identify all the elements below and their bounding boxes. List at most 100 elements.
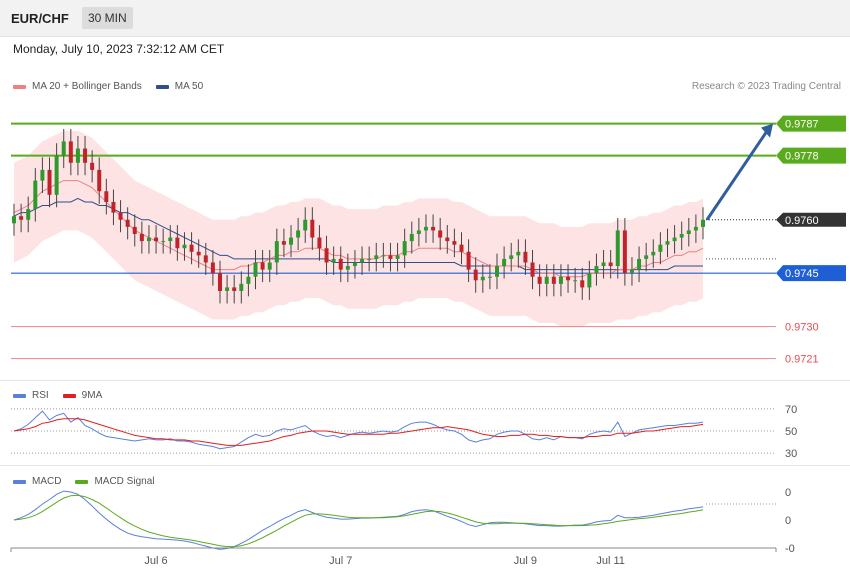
candle-body — [388, 255, 393, 259]
candle-body — [239, 283, 244, 291]
candle-body — [615, 230, 620, 267]
candle-body — [26, 209, 31, 220]
candle-body — [409, 234, 414, 242]
legend-ma20-label: MA 20 + Bollinger Bands — [32, 81, 142, 92]
pivot-tag-3 — [776, 265, 846, 282]
macd-series-0 — [13, 490, 704, 550]
rsi-chart[interactable]: 70 50 30 — [0, 380, 850, 465]
legend-swatch-rsi — [13, 393, 26, 398]
bollinger-band — [14, 130, 703, 327]
legend-rsi-label: RSI — [32, 390, 49, 401]
candle-body — [189, 244, 194, 252]
candle-body — [161, 241, 166, 243]
candle-body — [381, 255, 386, 257]
current-price-label: 0.9760 — [785, 215, 819, 227]
support-label-4: 0.9730 — [785, 322, 819, 334]
legend-9ma: 9MA — [62, 390, 103, 401]
candle-body — [509, 255, 514, 259]
candle-body — [12, 216, 16, 224]
candle-body — [68, 141, 73, 163]
candle-body — [566, 276, 571, 281]
candle-body — [267, 262, 272, 270]
candle-body — [516, 251, 521, 256]
pivot-label-3: 0.9745 — [785, 268, 819, 280]
candle-body — [40, 169, 45, 181]
candle-body — [19, 216, 24, 220]
legend-macd-label: MACD — [32, 476, 62, 487]
chart-datetime: Monday, July 10, 2023 7:32:12 AM CET — [13, 42, 225, 56]
rsi-legend: RSI 9MA — [13, 390, 116, 401]
candle-body — [47, 169, 52, 195]
candle-body — [558, 276, 563, 284]
candle-body — [146, 237, 151, 242]
resistance-tag-1 — [776, 147, 846, 164]
candle-body — [289, 237, 294, 245]
candle-body — [423, 226, 428, 231]
candle-body — [416, 230, 421, 234]
candle-body — [75, 148, 80, 163]
candle-body — [352, 262, 357, 267]
top-bar: EUR/CHF 30 MIN — [0, 0, 850, 37]
candle-body — [544, 276, 549, 284]
candle-body — [210, 262, 215, 274]
candle-body — [175, 237, 180, 249]
symbol-label: EUR/CHF — [11, 11, 69, 26]
candle-body — [601, 262, 606, 267]
candle-body — [445, 237, 450, 242]
resistance-tag-0 — [776, 115, 846, 132]
candle-body — [587, 273, 592, 288]
macd-chart[interactable]: 0 0 -0 Jul 6 Jul 7 Jul 9 Jul 11 — [0, 466, 850, 576]
candle-body — [701, 219, 705, 227]
candle-body — [324, 248, 329, 263]
legend-rsi: RSI — [13, 390, 49, 401]
candle-body — [367, 258, 372, 260]
legend-macd-signal: MACD Signal — [75, 476, 154, 487]
candle-body — [495, 266, 500, 277]
candle-body — [104, 191, 109, 202]
rsi-series-1 — [13, 418, 704, 446]
candle-body — [686, 230, 691, 234]
legend-swatch-ma50 — [155, 84, 169, 89]
candle-body — [374, 255, 379, 259]
candle-body — [132, 226, 137, 234]
candle-body — [253, 262, 258, 277]
support-label-5: 0.9721 — [785, 354, 819, 366]
rsi-tick-label-2: 30 — [785, 448, 797, 460]
credit-text: Research © 2023 Trading Central — [691, 81, 841, 92]
ma50-line — [13, 197, 703, 271]
x-tick-label-1: Jul 7 — [329, 555, 352, 567]
macd-tick-label-2: -0 — [785, 543, 795, 555]
candle-body — [459, 244, 464, 252]
candle-body — [580, 280, 585, 288]
candle-body — [196, 251, 201, 256]
price-chart[interactable]: 0.9787 0.9778 0.9760 0.9745 0.9730 0.9721 — [0, 0, 850, 380]
candle-body — [296, 230, 301, 238]
candle-body — [232, 287, 237, 291]
macd-tick-label-0: 0 — [785, 487, 791, 499]
macd-legend: MACD MACD Signal — [13, 476, 168, 487]
resistance-label-0: 0.9787 — [785, 119, 819, 131]
candle-body — [360, 258, 365, 263]
candle-body — [310, 219, 315, 238]
timeframe-button[interactable]: 30 MIN — [82, 7, 133, 29]
candle-body — [125, 219, 130, 227]
candle-body — [118, 212, 123, 220]
panel-separator-rsi — [0, 380, 850, 381]
candle-body — [473, 269, 478, 281]
candle-body — [217, 273, 222, 291]
rsi-tick-label-0: 70 — [785, 404, 797, 416]
legend-9ma-label: 9MA — [81, 390, 103, 401]
candle-body — [651, 251, 656, 256]
candle-body — [97, 169, 102, 192]
legend-macd-signal-label: MACD Signal — [94, 476, 155, 487]
projection-arrow-head — [761, 123, 773, 138]
candle-body — [246, 276, 251, 284]
legend-ma50: MA 50 — [155, 81, 203, 92]
macd-series-1 — [13, 494, 704, 548]
candle-body — [303, 219, 308, 231]
candle-body — [402, 241, 407, 256]
candle-body — [452, 241, 457, 245]
candle-body — [90, 162, 95, 170]
candle-body — [317, 237, 322, 249]
candle-body — [182, 244, 187, 249]
